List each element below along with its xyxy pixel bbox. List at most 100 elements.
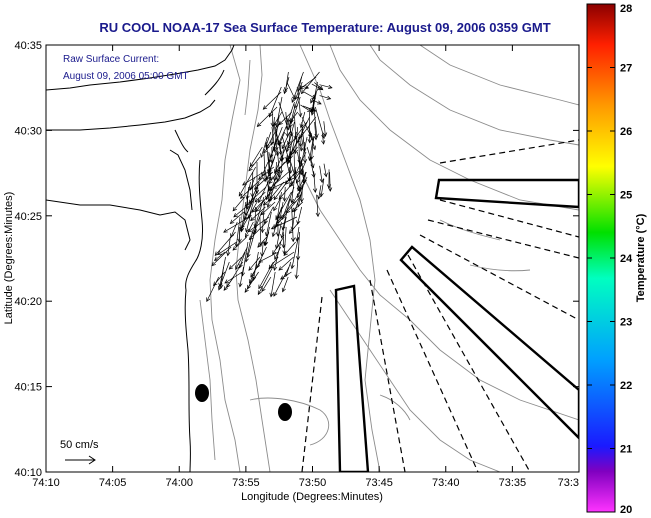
current-vector: [280, 151, 284, 174]
current-vector-head: [238, 282, 243, 288]
current-vector-head: [273, 195, 278, 201]
current-vector: [287, 101, 295, 123]
current-vector: [292, 186, 303, 204]
current-vector: [267, 181, 285, 202]
current-vector-head: [286, 140, 292, 146]
current-vector-head: [299, 123, 304, 129]
current-vector-head: [306, 107, 312, 112]
current-vector: [285, 111, 288, 137]
current-vector-head: [311, 107, 317, 112]
current-vector: [318, 185, 322, 199]
current-vector: [291, 201, 304, 213]
x-tick-label: 74:05: [99, 477, 127, 489]
current-vector: [272, 176, 297, 189]
current-vector: [279, 201, 284, 220]
current-vector-head: [322, 132, 328, 137]
current-vector-head: [255, 207, 260, 213]
colorbar-tick-label: 22: [620, 380, 632, 392]
current-vector-head: [323, 172, 328, 178]
current-vector-head: [248, 266, 253, 271]
current-vector: [245, 221, 254, 238]
current-vector: [223, 216, 250, 233]
current-vector: [300, 104, 312, 112]
current-vector: [232, 236, 247, 251]
current-vector: [247, 226, 257, 258]
current-vector: [248, 156, 261, 172]
surface-current-vectors: [206, 71, 333, 303]
dredge-area-1: [334, 284, 370, 472]
current-vector-head: [233, 213, 238, 218]
current-vector-head: [249, 162, 254, 168]
current-vector-head: [281, 243, 286, 249]
current-vector-head: [245, 233, 249, 238]
current-vector-head: [238, 191, 243, 197]
current-vector: [276, 201, 294, 224]
current-vector: [301, 168, 305, 184]
current-vector: [248, 186, 259, 219]
current-vector-head: [258, 258, 264, 263]
y-tick-label: 40:35: [14, 40, 42, 52]
current-vector-head: [256, 122, 262, 127]
current-vector-head: [260, 210, 266, 216]
current-vector-head: [226, 283, 231, 288]
current-vector-head: [313, 135, 318, 141]
scale-arrow: [65, 455, 96, 465]
current-vector: [295, 81, 303, 100]
current-vector-head: [238, 263, 243, 269]
current-vector: [296, 226, 300, 242]
current-vector: [300, 156, 305, 177]
current-vector-head: [291, 98, 296, 103]
current-vector: [278, 181, 294, 200]
current-vector-head: [299, 198, 304, 203]
current-vector-head: [224, 279, 229, 284]
current-vector: [271, 126, 276, 153]
current-vector: [270, 251, 295, 268]
current-vector-head: [264, 241, 269, 247]
current-vector-head: [317, 195, 322, 200]
current-vector-head: [317, 100, 322, 105]
current-vector: [250, 176, 256, 190]
current-vector: [300, 85, 309, 89]
current-vector-head: [235, 265, 240, 271]
current-vector-head: [211, 261, 216, 267]
current-vector-head: [278, 266, 283, 271]
current-vector: [258, 176, 271, 203]
current-vector: [245, 231, 253, 262]
current-vector: [239, 266, 244, 287]
current-vector: [229, 256, 243, 270]
current-vector: [264, 206, 274, 224]
current-vector-head: [250, 272, 255, 278]
current-vector: [285, 156, 293, 186]
coastline: [46, 45, 235, 472]
current-vector-head: [217, 250, 222, 256]
figure-title: RU COOL NOAA-17 Sea Surface Temperature:…: [99, 20, 550, 35]
current-vector: [276, 191, 282, 220]
current-vector-head: [242, 181, 247, 186]
current-vector-head: [298, 112, 303, 118]
current-vector: [276, 221, 282, 249]
current-vector-head: [312, 188, 318, 193]
current-vector: [256, 246, 267, 269]
current-vector: [273, 266, 290, 297]
current-vector-head: [250, 216, 255, 222]
current-vector-head: [249, 185, 254, 191]
current-vector-head: [243, 215, 248, 221]
current-vector: [261, 241, 264, 257]
current-vector-head: [326, 95, 332, 100]
current-vector: [288, 126, 292, 145]
current-vector-head: [310, 107, 316, 112]
colorbar-tick-label: 28: [620, 3, 632, 15]
current-vector: [319, 84, 333, 89]
current-vector-head: [272, 250, 277, 255]
current-vector-head: [287, 144, 292, 149]
current-vector-head: [273, 266, 278, 271]
current-vector: [276, 96, 283, 128]
current-vector: [285, 261, 292, 277]
current-vector: [290, 161, 301, 192]
current-vector: [249, 146, 263, 167]
current-vector-head: [263, 148, 268, 154]
current-vector: [301, 184, 303, 202]
current-vector-head: [263, 241, 268, 247]
current-vector-head: [254, 189, 260, 195]
current-vector-head: [278, 140, 283, 146]
